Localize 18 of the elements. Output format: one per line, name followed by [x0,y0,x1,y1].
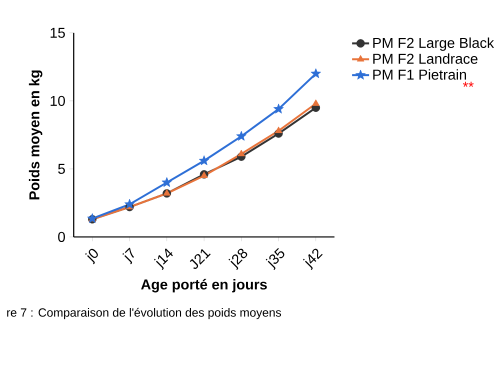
x-tick-label: J21 [190,249,211,270]
text: ** [462,82,474,87]
x-axis-title: Age porté en jours [141,278,267,293]
x-tick-label: j35 [266,248,284,270]
y-axis-title: Poids moyen en kg [28,70,42,200]
y-tick-label: 15 [50,28,65,38]
x-tick-label: j14 [154,248,173,270]
x-tick-label: j0 [85,248,98,264]
legend-label: PM F1 Pietrain [373,69,466,80]
y-tick-label: 5 [58,164,65,174]
y-tick-label: 0 [58,232,65,242]
x-tick-label: j7 [122,248,134,264]
x-tick-label: j42 [302,248,323,270]
x-tick-label: j28 [228,248,248,270]
legend-label: PM F2 Landrace [373,53,478,64]
legend-label: PM F2 Large Black [373,38,494,51]
y-tick-label: 10 [50,96,65,106]
text: re 7 : Comparaison de l'évolution des poids moyens [7,308,282,320]
